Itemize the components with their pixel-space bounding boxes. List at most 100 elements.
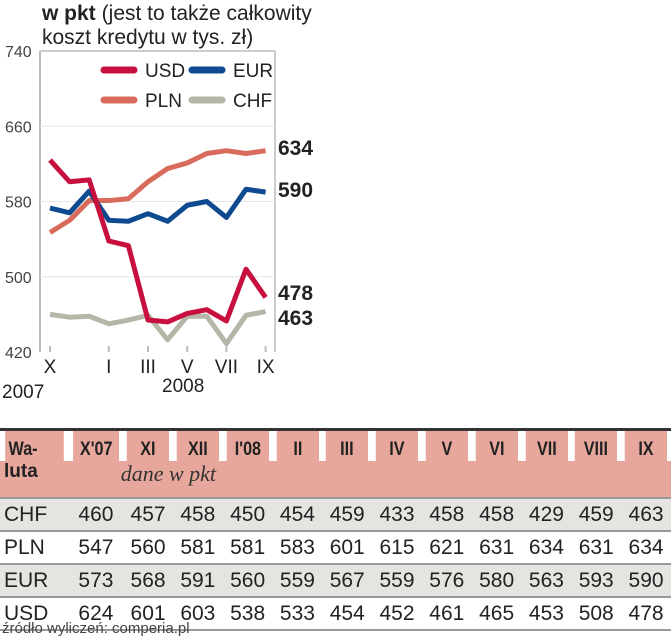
cell-value: 452 [372,597,422,631]
line-chart: w pkt (jest to także całkowity koszt kred… [2,2,313,403]
cell-value: 581 [222,531,273,565]
cell-value: 433 [372,498,422,532]
cell-value: 547 [68,531,124,565]
y-tick-label: 500 [5,270,32,287]
chart-title: w pkt (jest to także całkowity [41,2,312,25]
cell-value: 624 [68,597,124,631]
cell-value: 459 [322,498,373,532]
y-tick-label: 740 [5,44,32,61]
table-row: CHF 460 457 458 450 454 459 433 458 458 429 459 463 [0,498,671,532]
cell-value: 458 [421,498,472,532]
end-label-eur: 590 [278,179,313,202]
header-month: II [276,429,319,461]
x-tick-label: VII [215,357,238,378]
year-label: 2007 [2,382,44,403]
cell-value: 603 [172,597,223,631]
cell-value: 533 [272,597,323,631]
series-line-eur [49,186,266,224]
legend-label-usd: USD [145,61,185,82]
cell-value: 450 [222,498,273,532]
cell-value: 560 [222,564,273,598]
header-month: IV [375,429,419,461]
year-label: 2008 [162,376,204,397]
table-row: PLN 547 560 581 581 583 601 615 621 631 634 631 634 [0,531,671,565]
series-line-usd [48,158,268,325]
cell-value: 581 [172,531,223,565]
x-tick-label: III [140,357,156,378]
header-month: VII [525,429,568,461]
header-month: VI [475,429,518,461]
y-tick-label: 420 [5,345,32,362]
cell-value: 453 [521,597,572,631]
cell-value: 590 [621,564,671,598]
cell-value: 615 [372,531,422,565]
x-tick-label: X [44,357,57,378]
cell-value: 454 [322,597,373,631]
cell-value: 631 [571,531,622,565]
data-table: Wa- X'07 XI XII I'08 II III IV V VI VII VIII IX luta… [0,428,671,631]
end-label-pln: 634 [278,137,313,160]
cell-value: 593 [571,564,622,598]
cell-value: 634 [621,531,671,565]
header-currency: Wa- [5,429,64,461]
series-line-pln [48,148,266,235]
header-currency-line2: luta [0,461,69,499]
table-row: EUR 573 568 591 560 559 567 559 576 580 563 593 590 [0,564,671,598]
cell-value: 478 [621,597,671,631]
legend-label-pln: PLN [145,91,182,112]
cell-value: 458 [172,498,223,532]
cell-value: 458 [471,498,522,532]
cell-value: 508 [571,597,622,631]
header-month: XI [126,429,170,461]
header-month: XII [176,429,219,461]
cell-value: 580 [471,564,522,598]
cell-value: 631 [471,531,522,565]
end-label-chf: 463 [278,307,313,330]
cell-value: 461 [421,597,472,631]
cell-value: 559 [272,564,323,598]
cell-value: 576 [421,564,472,598]
chart-subtitle-line2: koszt kredytu w tys. zł) [42,26,253,49]
legend-label-eur: EUR [233,61,273,82]
y-tick-label: 660 [5,119,32,136]
cell-value: 634 [521,531,572,565]
header-month: VIII [575,429,618,461]
cell-value: 601 [322,531,373,565]
row-currency: PLN [0,531,69,565]
cell-value: 601 [123,597,173,631]
cell-value: 560 [123,531,173,565]
end-label-usd: 478 [278,282,313,305]
table-subtitle: dane w pkt [120,461,217,486]
header-month: X'07 [72,429,120,461]
x-tick-label: I [106,357,111,378]
header-month: V [425,429,468,461]
cell-value: 567 [322,564,373,598]
legend-label-chf: CHF [233,91,272,112]
cell-value: 621 [421,531,472,565]
header-month: III [326,429,369,461]
source-note: źródło wyliczeń: comperia.pl [2,620,190,637]
cell-value: 563 [521,564,572,598]
cell-value: 559 [372,564,422,598]
x-tick-label: V [181,357,194,378]
cell-value: 460 [68,498,124,532]
row-currency: CHF [0,498,69,532]
row-currency: USD [0,597,69,631]
y-tick-label: 580 [5,195,32,212]
series-line-chf [49,309,267,347]
cell-value: 583 [272,531,323,565]
cell-value: 573 [68,564,124,598]
x-tick-label: IX [257,357,275,378]
row-currency: EUR [0,564,69,598]
cell-value: 591 [172,564,223,598]
cell-value: 429 [521,498,572,532]
cell-value: 465 [471,597,522,631]
cell-value: 463 [621,498,671,532]
cell-value: 538 [222,597,273,631]
cell-value: 568 [123,564,173,598]
table-row: USD 624 601 603 538 533 454 452 461 465 453 508 478 [0,597,671,631]
header-month: I'08 [226,429,269,461]
cell-value: 454 [272,498,323,532]
cell-value: 457 [123,498,173,532]
cell-value: 459 [571,498,622,532]
